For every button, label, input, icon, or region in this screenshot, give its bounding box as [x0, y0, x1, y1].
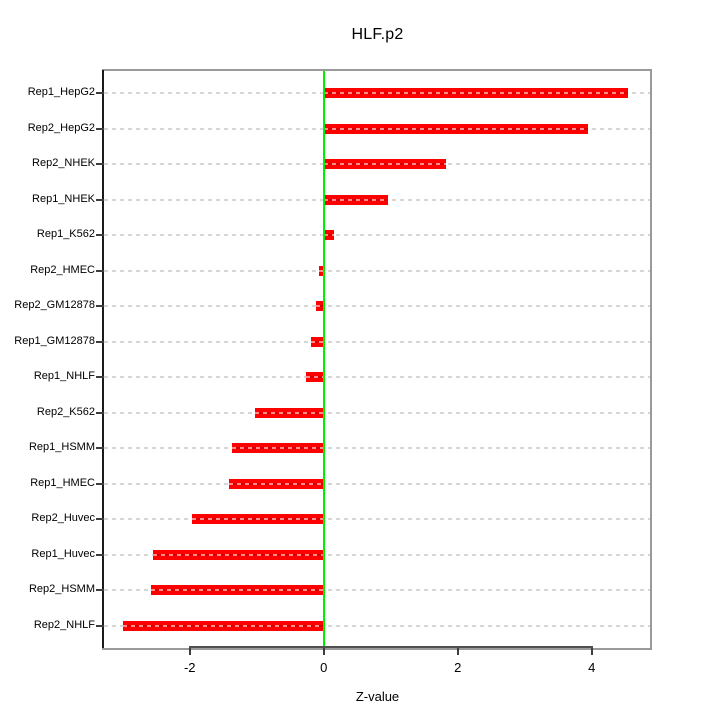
y-axis-tick [96, 305, 104, 308]
bar [311, 336, 324, 347]
y-axis-tick [96, 234, 104, 237]
bar [323, 159, 446, 170]
gridline [104, 411, 650, 414]
bar [150, 585, 324, 596]
gridline [104, 305, 650, 308]
bar-grid-overlay [323, 163, 446, 166]
x-axis-tick [188, 648, 191, 655]
bar [152, 549, 324, 560]
x-axis-line [189, 646, 593, 648]
y-axis-tick [96, 92, 104, 94]
plot-border-box [102, 69, 652, 650]
gridline [104, 376, 650, 379]
x-axis-tick-label: 4 [588, 660, 596, 675]
gridline [104, 589, 650, 592]
y-axis-label: Rep2_HMEC [30, 263, 95, 276]
y-axis-tick [96, 127, 104, 130]
bar-grid-overlay [323, 127, 588, 130]
bar-grid-overlay [323, 92, 628, 94]
y-axis-tick [96, 340, 104, 343]
bar [231, 443, 324, 454]
y-axis-tick [96, 625, 104, 627]
y-axis-tick [96, 163, 104, 166]
y-axis-label: Rep1_GM12878 [14, 334, 95, 347]
bar [319, 265, 324, 276]
bar [315, 301, 324, 312]
y-axis-tick [96, 198, 104, 201]
bar-grid-overlay [150, 589, 324, 592]
y-axis-label: Rep2_Huvec [31, 512, 95, 525]
gridline [104, 625, 650, 627]
y-axis-label: Rep2_GM12878 [14, 299, 95, 312]
y-axis-tick [96, 269, 104, 272]
gridline [104, 482, 650, 485]
zero-reference-line [322, 71, 325, 648]
x-axis-tick [590, 648, 593, 655]
bar-grid-overlay [254, 411, 324, 414]
bar [323, 194, 389, 205]
gridline [104, 234, 650, 237]
x-axis-tick-label: 0 [320, 660, 328, 675]
bar-grid-overlay [315, 305, 324, 308]
y-axis-tick [96, 518, 104, 521]
bar-grid-overlay [191, 518, 324, 521]
bar [191, 514, 324, 525]
gridline [104, 447, 650, 450]
x-axis-title: Z-value [355, 689, 400, 704]
y-axis-label: Rep1_Huvec [31, 547, 95, 560]
y-axis-tick [96, 589, 104, 592]
y-axis-label: Rep2_NHLF [33, 619, 95, 631]
y-axis-tick [96, 553, 104, 556]
y-axis-label: Rep1_HSMM [28, 441, 95, 454]
bar-grid-overlay [228, 482, 324, 485]
x-axis-tick [322, 648, 325, 655]
y-axis-label: Rep1_NHLF [33, 370, 95, 383]
y-axis-label: Rep2_K562 [36, 405, 95, 418]
bar-grid-overlay [311, 340, 324, 343]
y-axis-label: Rep2_HSMM [28, 583, 95, 596]
bar [323, 230, 334, 241]
gridline [104, 518, 650, 521]
bar [323, 88, 628, 98]
bar-grid-overlay [152, 553, 324, 556]
bar-grid-overlay [323, 234, 334, 237]
y-axis-label: Rep1_K562 [36, 228, 95, 241]
y-axis-label: Rep1_NHEK [32, 192, 95, 205]
y-axis-label: Rep1_HMEC [30, 476, 95, 489]
x-axis-tick [456, 648, 459, 655]
bar [228, 478, 324, 489]
bar-grid-overlay [231, 447, 324, 450]
y-axis-line [102, 70, 104, 648]
y-axis-tick [96, 411, 104, 414]
gridline [104, 269, 650, 272]
bar [323, 123, 588, 134]
bar [122, 621, 324, 631]
bar-grid-overlay [122, 625, 324, 627]
y-axis-label: Rep2_NHEK [32, 157, 95, 170]
y-axis-label: Rep1_HepG2 [27, 86, 95, 98]
y-axis-tick [96, 482, 104, 485]
x-axis-tick-label: -2 [183, 660, 196, 675]
chart-title: HLF.p2 [351, 26, 404, 43]
bar-grid-overlay [323, 198, 389, 201]
gridline [104, 553, 650, 556]
bar-grid-overlay [305, 376, 324, 379]
bar [305, 372, 324, 383]
gridline [104, 340, 650, 343]
y-axis-tick [96, 447, 104, 450]
bar-grid-overlay [319, 269, 324, 272]
x-axis-tick-label: 2 [454, 660, 462, 675]
y-axis-tick [96, 376, 104, 379]
y-axis-label: Rep2_HepG2 [27, 121, 95, 134]
bar [254, 407, 324, 418]
